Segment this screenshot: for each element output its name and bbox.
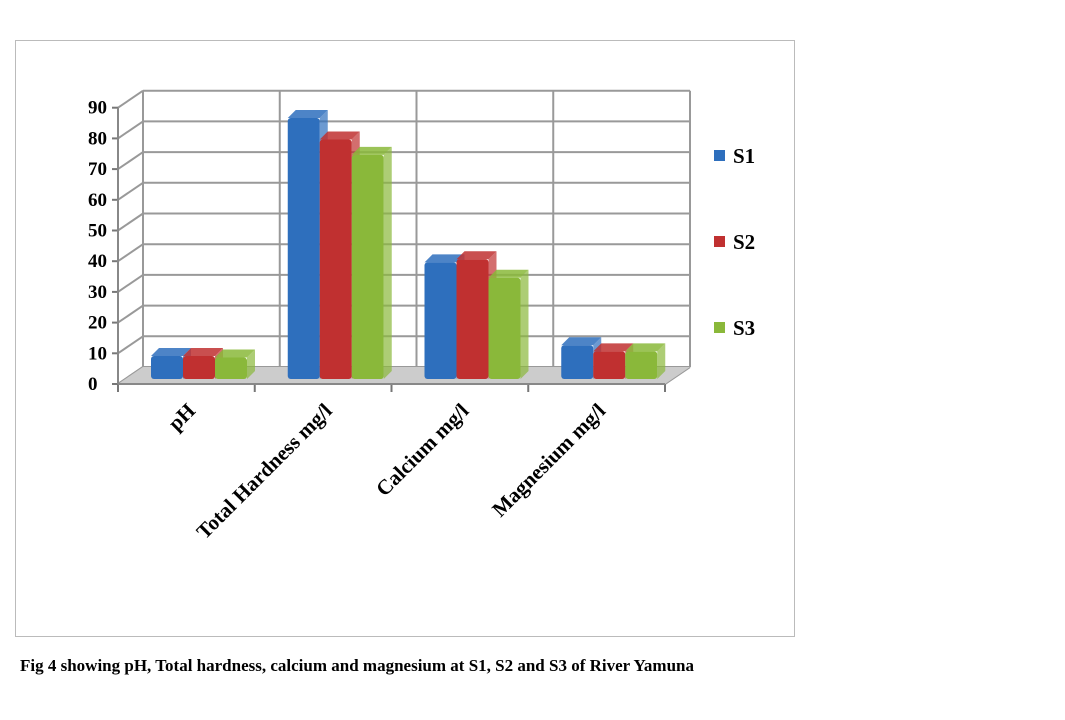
bar-top	[593, 343, 634, 352]
legend-swatch-S3	[714, 322, 725, 333]
x-category-label: Magnesium mg/l	[487, 398, 610, 521]
y-tick-label: 30	[88, 282, 107, 303]
bar-S3	[625, 351, 658, 379]
y-tick-label: 50	[88, 221, 107, 242]
bar-top	[151, 347, 191, 356]
side-gridline	[117, 151, 144, 170]
side-gridline	[117, 120, 144, 140]
legend-swatch-S2	[714, 236, 725, 247]
bar-S2	[456, 259, 489, 379]
y-tick-label: 10	[88, 343, 107, 364]
y-tick-label: 80	[88, 128, 107, 149]
bar-side	[247, 349, 255, 379]
side-gridline	[117, 335, 144, 355]
x-category-label: Calcium mg/l	[371, 398, 473, 500]
legend-label: S2	[733, 230, 755, 254]
bar-side	[657, 343, 666, 379]
side-gridline	[117, 243, 144, 263]
bar-S3	[351, 154, 384, 379]
bar-top	[183, 347, 223, 356]
bar-top	[488, 269, 529, 278]
bar-S1	[424, 262, 457, 379]
bar-S2	[183, 355, 215, 379]
bar-side	[383, 146, 392, 379]
y-tick-label: 0	[88, 374, 98, 395]
x-category-label: pH	[163, 399, 200, 436]
bar-side	[520, 269, 529, 379]
bar-S3	[488, 277, 521, 379]
legend-swatch-S1	[714, 150, 725, 161]
bar-S1	[561, 345, 594, 379]
bar-S1	[151, 355, 183, 379]
legend-label: S3	[733, 316, 755, 340]
bar-top	[319, 131, 360, 140]
bar-top	[625, 343, 666, 352]
bar-S1	[287, 118, 320, 380]
bar-top	[215, 349, 255, 358]
y-tick-label: 40	[88, 251, 107, 272]
y-tick-label: 70	[88, 159, 107, 180]
bar-top	[287, 110, 328, 119]
x-category-label: Total Hardness mg/l	[192, 398, 337, 543]
side-gridline	[117, 89, 144, 109]
bar-top	[456, 251, 497, 260]
bar-S3	[215, 357, 247, 379]
side-gridline	[117, 274, 144, 293]
y-tick-label: 60	[88, 190, 107, 211]
bar-S2	[593, 351, 626, 379]
side-gridline	[117, 181, 144, 201]
side-gridline	[117, 212, 144, 232]
figure-caption: Fig 4 showing pH, Total hardness, calciu…	[20, 656, 694, 675]
y-tick-label: 20	[88, 313, 107, 334]
bar-top	[561, 337, 602, 346]
legend-label: S1	[733, 144, 755, 168]
side-gridline	[117, 304, 144, 324]
bar-top	[351, 146, 392, 155]
bar-S2	[319, 139, 352, 379]
y-tick-label: 90	[88, 98, 107, 119]
chart-frame	[15, 40, 795, 637]
bar-top	[424, 254, 465, 263]
floor	[118, 367, 690, 384]
